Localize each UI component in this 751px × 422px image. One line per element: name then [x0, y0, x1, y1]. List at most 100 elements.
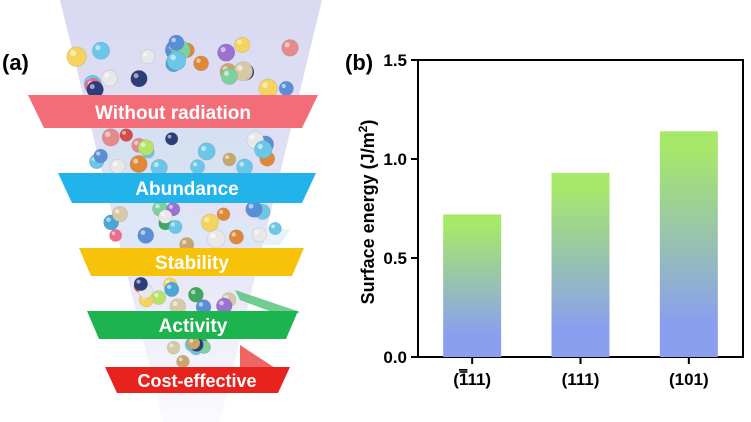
ball: [166, 51, 187, 71]
ball-highlight: [178, 357, 183, 362]
ball-highlight: [167, 134, 172, 139]
ball-highlight: [191, 289, 196, 295]
ball-highlight: [237, 39, 242, 45]
ball-highlight: [167, 284, 172, 290]
ball-highlight: [219, 300, 224, 306]
ball-highlight: [239, 161, 245, 167]
ball-highlight: [210, 232, 216, 239]
y-tick-label: 0.0: [383, 348, 407, 367]
ball-highlight: [111, 231, 116, 236]
ball: [251, 227, 268, 243]
band-label-activity: Activity: [159, 316, 228, 337]
band-cost-effective: Cost-effective: [105, 367, 290, 393]
panel-b-label: (b): [345, 50, 373, 75]
ball: [165, 132, 179, 146]
ball-highlight: [155, 203, 160, 209]
ball: [110, 158, 126, 175]
panel-a-label: (a): [2, 50, 29, 75]
ball: [137, 139, 155, 156]
ball-highlight: [225, 155, 230, 160]
ball-highlight: [254, 229, 260, 235]
ball: [101, 69, 118, 87]
ball: [236, 158, 253, 176]
bar: [551, 172, 610, 357]
ball: [137, 227, 155, 244]
panel-b: (b) Surface energy (J/m2) 0.0 0.5 1.0 1.5 (…: [345, 50, 744, 389]
ball: [130, 70, 148, 88]
funnel-background: [60, 0, 322, 422]
band-abundance: Abundance: [58, 173, 316, 203]
ball-highlight: [122, 130, 126, 135]
ball-highlight: [224, 71, 229, 76]
ball: [278, 80, 294, 96]
ball: [176, 354, 190, 369]
x-tick-label: (111): [562, 370, 600, 389]
ball: [129, 155, 148, 173]
ball-highlight: [271, 224, 275, 229]
ball: [254, 140, 273, 159]
ball: [133, 276, 148, 292]
band-label-abundance: Abundance: [135, 179, 238, 200]
ball: [119, 128, 133, 142]
ball-highlight: [169, 343, 174, 348]
band-label-stability: Stability: [155, 253, 229, 274]
ball: [197, 142, 216, 161]
ball: [216, 207, 231, 221]
band-label-cost-effective: Cost-effective: [137, 371, 256, 391]
bar: [659, 131, 718, 357]
band-label-without-radiation: Without radiation: [95, 103, 251, 124]
panel-a: (a) Without radiation Abundance Stabilit…: [2, 0, 322, 422]
ball-highlight: [95, 45, 101, 51]
ball-highlight: [104, 72, 110, 78]
ball-highlight: [153, 162, 159, 168]
ball-highlight: [257, 143, 263, 150]
ball-highlight: [192, 162, 198, 167]
ball: [66, 46, 87, 67]
ball-highlight: [154, 293, 159, 298]
ball: [91, 41, 110, 60]
ball-highlight: [168, 204, 173, 209]
ball-highlight: [170, 222, 176, 227]
ball-highlight: [196, 58, 201, 63]
ball: [220, 67, 238, 85]
ball: [193, 55, 209, 72]
funnel-bands: Without radiation Abundance Stability Ac…: [28, 95, 318, 393]
ball-highlight: [249, 134, 255, 140]
ball-highlight: [160, 212, 166, 217]
y-axis-title: Surface energy (J/m2): [356, 120, 378, 305]
ball: [200, 213, 219, 232]
ball-highlight: [143, 51, 148, 57]
ball: [140, 49, 156, 64]
ball-highlight: [231, 232, 237, 237]
ball-highlight: [236, 65, 243, 71]
ball-cluster: [66, 34, 299, 369]
y-axis-ticks: 0.0 0.5 1.0 1.5: [383, 51, 418, 367]
ball-highlight: [171, 37, 176, 43]
ball-highlight: [114, 209, 120, 214]
ball: [111, 206, 128, 223]
ball: [164, 281, 180, 297]
ball-highlight: [136, 279, 141, 284]
ball-highlight: [70, 50, 77, 57]
y-tick-label: 0.5: [383, 249, 407, 268]
ball-highlight: [219, 210, 224, 214]
ball-highlight: [133, 73, 139, 79]
bar-series: [443, 131, 718, 357]
ball: [188, 286, 204, 303]
ball-highlight: [113, 161, 118, 167]
ball-highlight: [281, 83, 286, 89]
ball-highlight: [262, 82, 268, 88]
ball-highlight: [284, 42, 290, 48]
funnel-shadow-4: [240, 345, 275, 368]
ball: [222, 152, 237, 167]
ball: [168, 34, 185, 51]
ball: [168, 219, 183, 234]
ball: [93, 148, 108, 164]
ball-highlight: [140, 230, 146, 235]
y-tick-label: 1.0: [383, 150, 407, 169]
band-without-radiation: Without radiation: [28, 95, 318, 128]
ball-highlight: [106, 217, 111, 223]
ball: [217, 43, 236, 62]
ball-highlight: [182, 240, 187, 245]
ball-highlight: [170, 54, 176, 61]
